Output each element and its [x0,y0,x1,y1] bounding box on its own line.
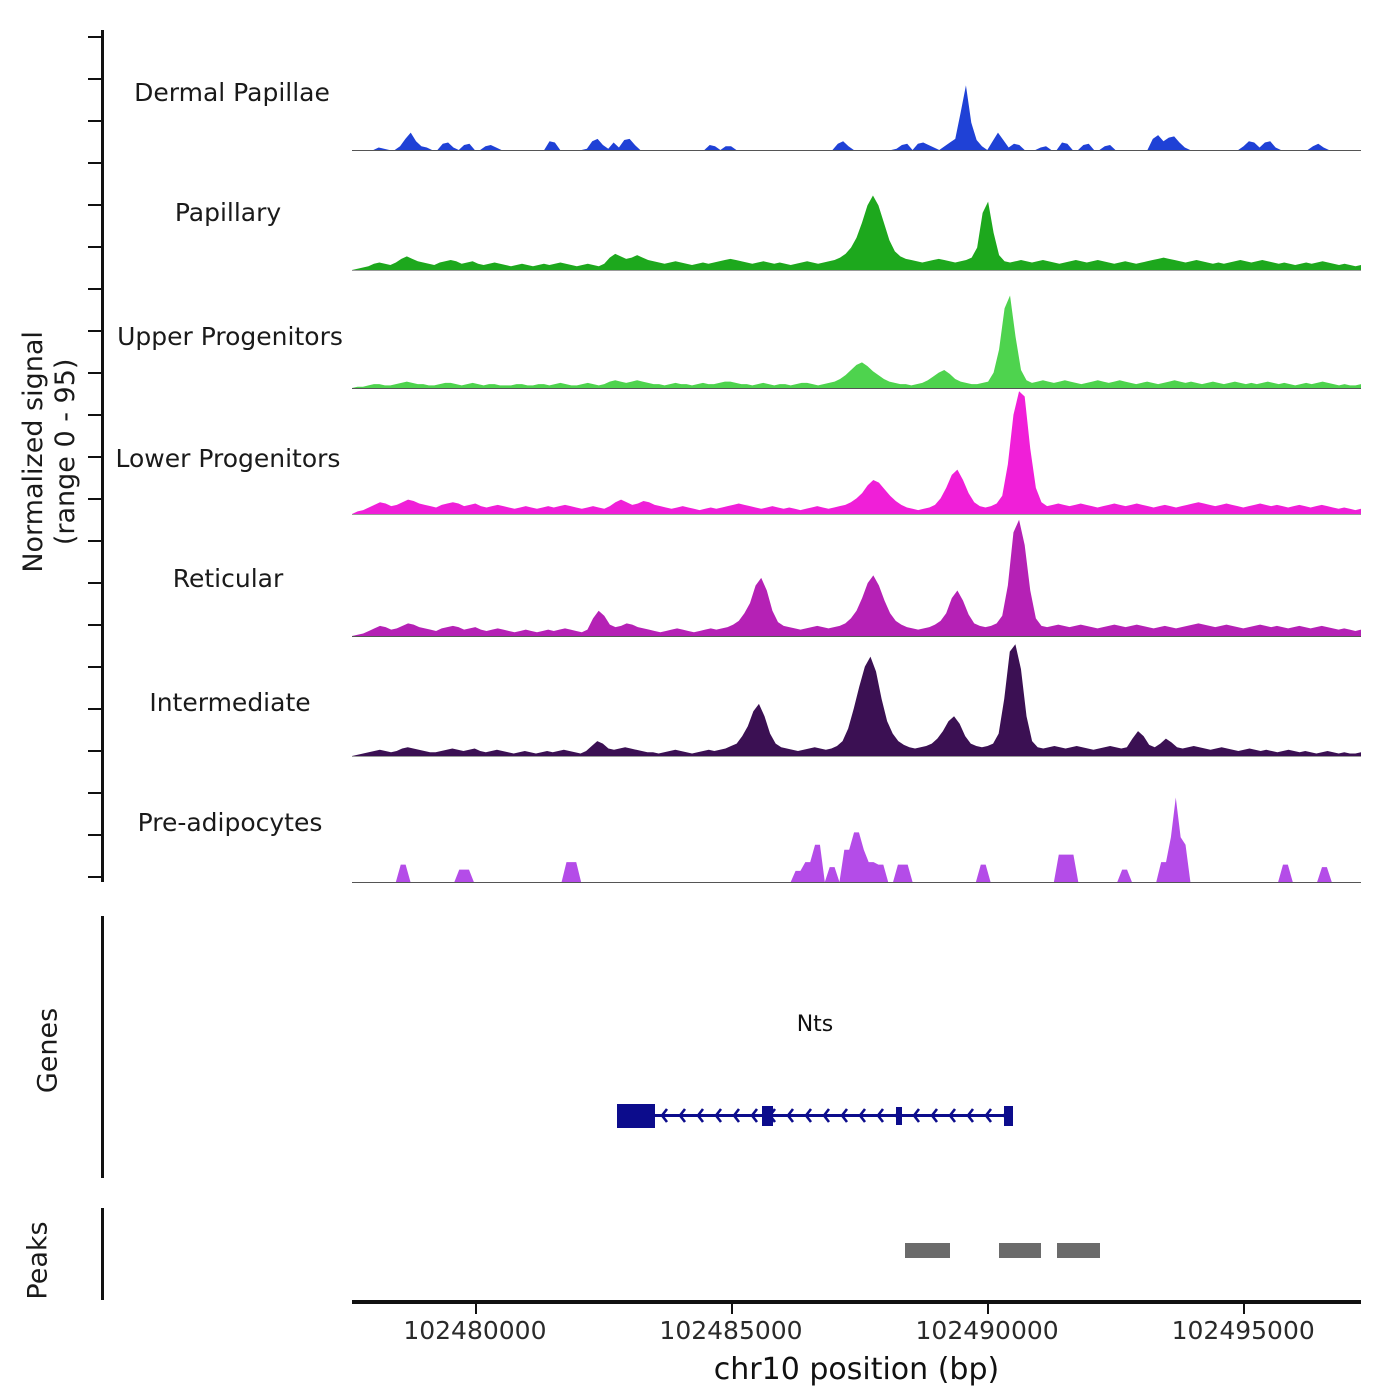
signal-area-papillary [352,195,1361,270]
genes-axis-label: Genes [32,1007,64,1094]
y-axis-tick [88,78,101,80]
y-axis-tick [88,750,101,752]
track-label-upper-progenitors: Upper Progenitors [117,322,343,351]
x-axis-tick [731,1304,733,1314]
gene-exon [617,1103,655,1128]
signal-area-intermediate [352,644,1361,756]
x-axis-tick-label: 102480000 [403,1316,547,1345]
y-axis-tick [88,246,101,248]
signal-area-dermal-papillae [352,85,1361,150]
track-baseline [352,388,1361,389]
track-label-papillary: Papillary [174,198,282,227]
signal-area-pre-adipocytes [352,797,1361,882]
gene-strand-arrows [642,1108,1011,1123]
peak-bar [1057,1243,1100,1258]
signal-axis-spine [101,30,104,882]
x-axis-tick [474,1304,477,1314]
track-label-reticular: Reticular [172,564,284,593]
x-axis-tick-label: 102490000 [915,1316,1059,1345]
signal-area-lower-progenitors [352,391,1361,514]
x-axis-tick [987,1304,990,1314]
y-axis-tick [88,414,101,416]
y-axis-tick [88,498,101,500]
track-label-pre-adipocytes: Pre-adipocytes [137,808,323,837]
y-axis-tick [88,288,101,290]
track-label-lower-progenitors: Lower Progenitors [115,444,341,473]
y-axis-tick [88,120,101,122]
y-axis-tick [88,834,101,836]
y-axis-tick [88,666,101,668]
track-baseline [352,514,1361,515]
y-axis-tick [88,876,101,878]
y-axis-tick [88,204,101,206]
x-axis-tick-label: 102485000 [659,1316,803,1345]
y-axis-tick [88,582,101,584]
genes-axis-spine [101,916,104,1178]
x-axis-title: chr10 position (bp) [713,1352,1000,1387]
gene-exon [896,1106,902,1125]
peak-bar [999,1243,1041,1258]
signal-area-reticular [352,519,1361,636]
gene-exon [762,1105,773,1126]
gene-exon [1004,1105,1013,1126]
x-axis-tick-label: 102495000 [1171,1316,1315,1345]
peak-bar [905,1243,950,1258]
y-axis-tick [88,36,101,38]
peaks-axis-label: Peaks [22,1221,54,1300]
y-axis-tick [88,792,101,794]
track-label-intermediate: Intermediate [149,688,311,717]
track-baseline [352,270,1361,271]
track-label-dermal-papillae: Dermal Papillae [134,78,330,107]
y-axis-tick [88,708,101,710]
x-axis-tick [1243,1304,1246,1314]
gene-label: Nts [796,1012,834,1037]
y-axis-tick [88,456,101,458]
y-axis-tick [88,372,101,374]
signal-area-upper-progenitors [352,295,1361,388]
y-axis-tick [88,330,101,332]
track-baseline [352,150,1361,151]
x-axis-line [352,1300,1361,1304]
y-axis-tick [88,624,101,626]
gene-body-line [617,1114,1013,1117]
peaks-axis-spine [101,1208,104,1300]
y-axis-tick [88,162,101,164]
track-baseline [352,636,1361,637]
y-axis-tick [88,540,101,542]
track-baseline [352,756,1361,757]
track-baseline [352,882,1361,883]
